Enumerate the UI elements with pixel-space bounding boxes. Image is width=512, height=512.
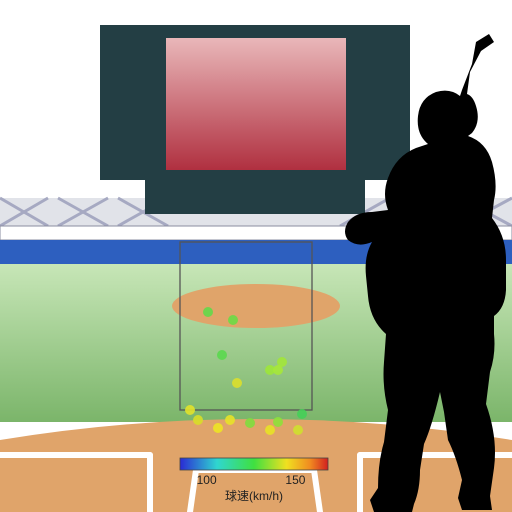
colorbar <box>180 458 328 470</box>
scoreboard-base <box>145 180 365 214</box>
pitch-marker <box>273 417 283 427</box>
pitch-marker <box>225 415 235 425</box>
pitch-marker <box>273 365 283 375</box>
colorbar-label: 球速(km/h) <box>225 489 283 503</box>
pitch-location-chart: 100 150球速(km/h) <box>0 0 512 512</box>
pitch-marker <box>293 425 303 435</box>
colorbar-tick-label: 100 <box>197 473 217 487</box>
pitch-marker <box>203 307 213 317</box>
pitch-marker <box>245 418 255 428</box>
pitch-marker <box>193 415 203 425</box>
pitch-marker <box>265 425 275 435</box>
pitch-marker <box>213 423 223 433</box>
pitchers-mound <box>172 284 340 328</box>
pitch-marker <box>228 315 238 325</box>
pitch-marker <box>185 405 195 415</box>
colorbar-tick-label: 150 <box>285 473 305 487</box>
pitch-marker <box>232 378 242 388</box>
pitch-marker <box>297 409 307 419</box>
scoreboard-screen <box>166 38 346 170</box>
pitch-marker <box>217 350 227 360</box>
